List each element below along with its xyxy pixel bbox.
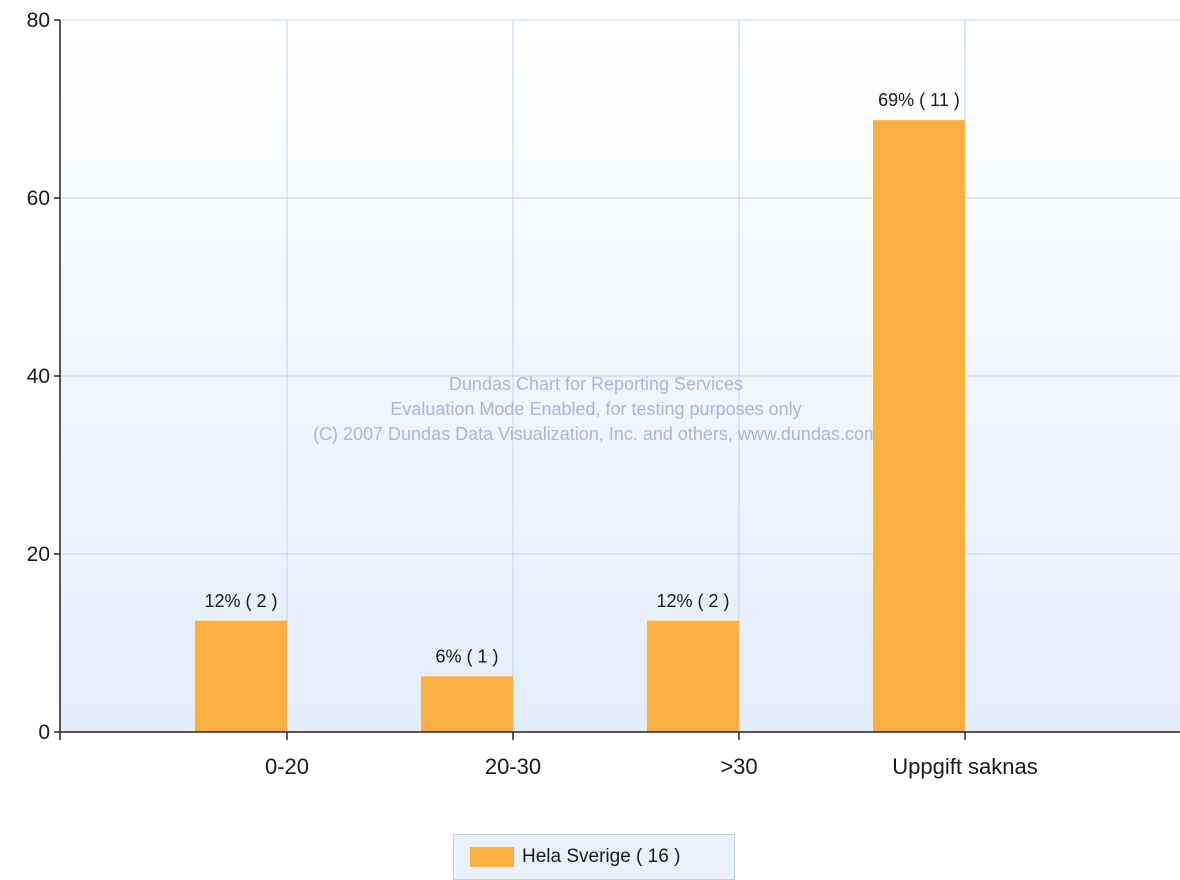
bar	[647, 620, 739, 732]
bar	[195, 620, 287, 732]
watermark-line: Evaluation Mode Enabled, for testing pur…	[390, 399, 801, 419]
y-tick-label: 80	[27, 9, 50, 32]
bar	[873, 120, 965, 732]
data-label: 12% ( 2 )	[656, 591, 729, 611]
watermark-line: (C) 2007 Dundas Data Visualization, Inc.…	[313, 424, 879, 444]
y-tick-label: 0	[38, 721, 50, 744]
watermark-line: Dundas Chart for Reporting Services	[449, 374, 743, 394]
data-label: 6% ( 1 )	[435, 646, 498, 666]
x-category-label: Uppgift saknas	[892, 754, 1038, 779]
data-labels: 12% ( 2 ) 6% ( 1 ) 12% ( 2 ) 69% ( 11 )	[204, 90, 959, 666]
legend-swatch	[470, 847, 514, 867]
y-tick-label: 60	[27, 187, 50, 210]
legend: Hela Sverige ( 16 )	[453, 834, 735, 880]
data-label: 12% ( 2 )	[204, 591, 277, 611]
bar-chart: Dundas Chart for Reporting Services Evalu…	[27, 9, 1180, 779]
x-axis-ticks: 0-20 20-30 >30 Uppgift saknas	[59, 732, 1038, 779]
x-category-label: 20-30	[485, 754, 541, 779]
y-tick-label: 40	[27, 365, 50, 388]
y-axis-ticks: 0 20 40 60 80	[27, 9, 60, 744]
x-category-label: 0-20	[265, 754, 309, 779]
y-tick-label: 20	[27, 543, 50, 566]
bar	[421, 676, 513, 732]
legend-label: Hela Sverige ( 16 )	[522, 846, 681, 867]
watermark: Dundas Chart for Reporting Services Evalu…	[313, 374, 879, 444]
x-category-label: >30	[720, 754, 757, 779]
data-label: 69% ( 11 )	[878, 90, 960, 110]
bars	[195, 120, 965, 732]
